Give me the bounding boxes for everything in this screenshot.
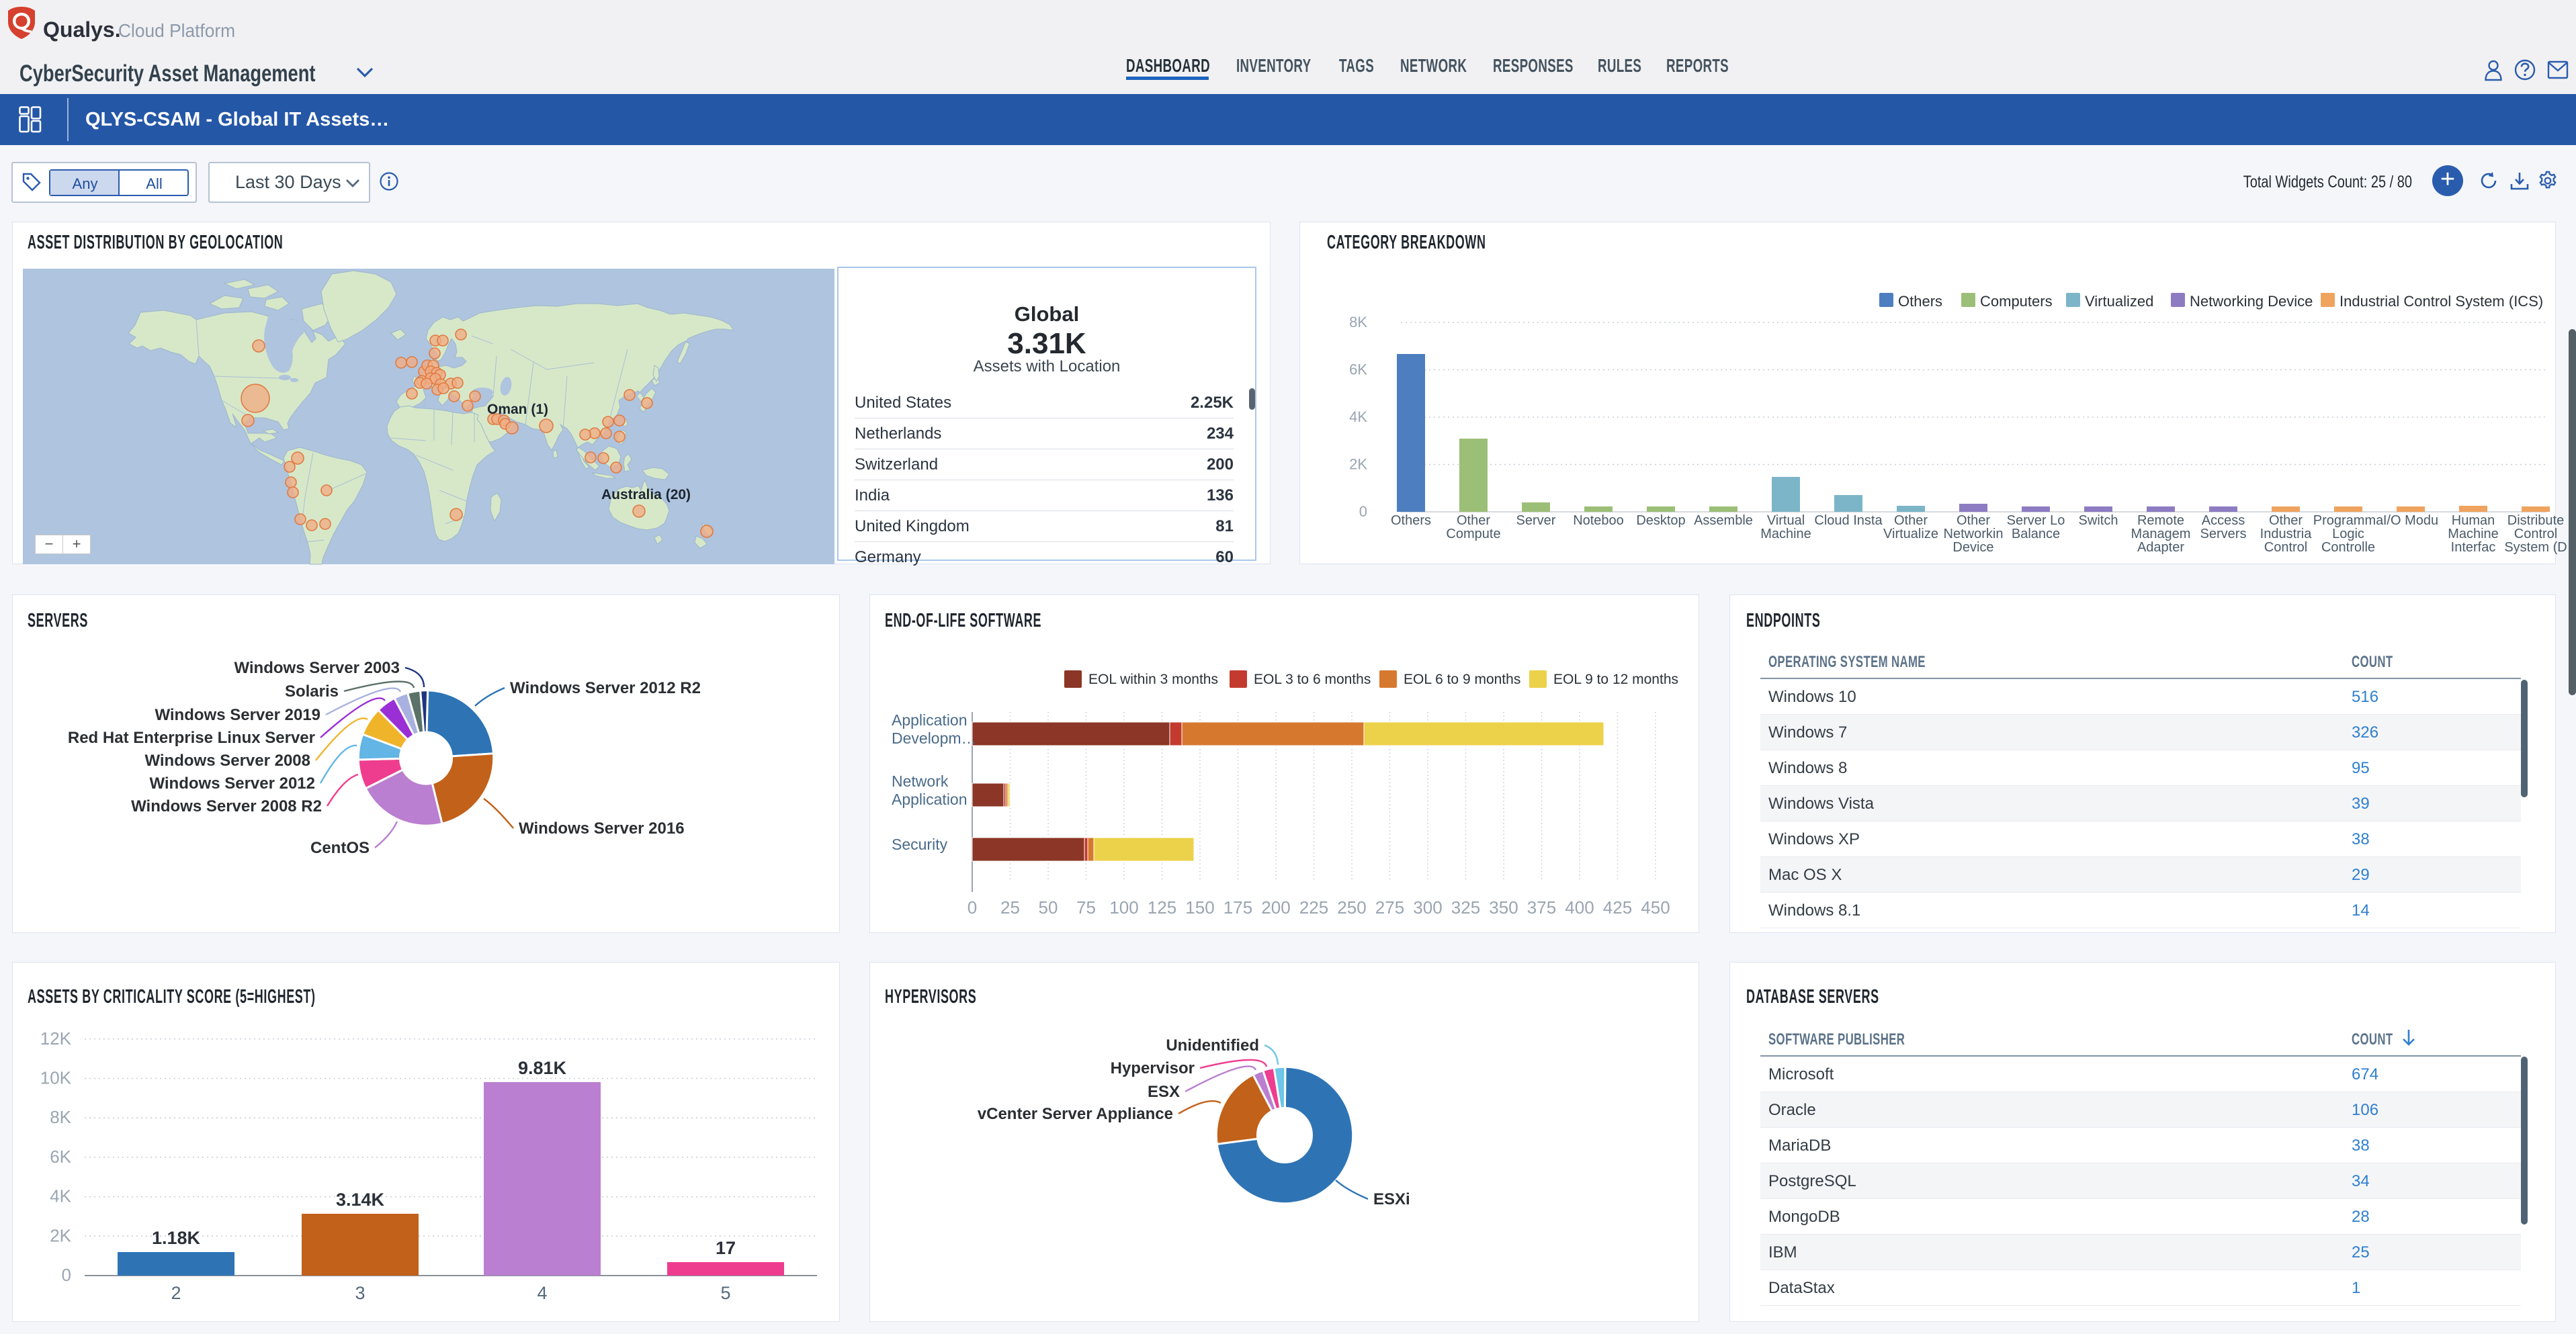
svg-text:ESXi: ESXi <box>1373 1190 1410 1208</box>
svg-text:Compute: Compute <box>1446 527 1500 541</box>
svg-text:Application: Application <box>892 791 968 808</box>
svg-text:Australia (20): Australia (20) <box>601 487 691 502</box>
svg-text:425: 425 <box>1603 897 1632 918</box>
svg-text:Red Hat Enterprise Linux Serve: Red Hat Enterprise Linux Server <box>68 729 315 747</box>
svg-text:Managem: Managem <box>2131 527 2191 541</box>
svg-text:Other: Other <box>1957 513 1990 528</box>
svg-text:Networkin: Networkin <box>1944 527 2004 541</box>
svg-text:Logic: Logic <box>2332 527 2364 541</box>
svg-text:ESX: ESX <box>1148 1083 1180 1101</box>
svg-text:Security: Security <box>892 836 948 853</box>
svg-text:375: 375 <box>1527 897 1556 918</box>
svg-text:Switch: Switch <box>2079 513 2118 528</box>
svg-text:Windows Server 2008: Windows Server 2008 <box>144 752 310 770</box>
svg-text:0: 0 <box>1359 503 1367 520</box>
svg-text:vCenter Server Appliance: vCenter Server Appliance <box>978 1105 1173 1123</box>
svg-text:50: 50 <box>1039 897 1058 918</box>
svg-text:Interfac: Interfac <box>2451 540 2496 555</box>
svg-text:I/O Modu: I/O Modu <box>2383 513 2438 528</box>
svg-text:8K: 8K <box>50 1107 71 1127</box>
svg-text:4K: 4K <box>1349 408 1367 425</box>
svg-text:12K: 12K <box>40 1028 72 1049</box>
svg-text:Windows Server 2019: Windows Server 2019 <box>155 706 320 724</box>
svg-text:175: 175 <box>1223 897 1252 918</box>
svg-text:325: 325 <box>1451 897 1480 918</box>
svg-text:System (D: System (D <box>2504 540 2567 555</box>
svg-text:Industria: Industria <box>2260 527 2313 541</box>
svg-text:Distribute: Distribute <box>2507 513 2564 528</box>
svg-text:Access: Access <box>2202 513 2245 528</box>
svg-text:1.18K: 1.18K <box>152 1228 201 1248</box>
svg-text:Noteboo: Noteboo <box>1573 513 1624 528</box>
svg-text:3: 3 <box>355 1283 365 1303</box>
svg-text:Remote: Remote <box>2137 513 2184 528</box>
svg-text:Device: Device <box>1952 540 1993 555</box>
svg-text:6K: 6K <box>1349 361 1367 378</box>
svg-text:8K: 8K <box>1349 314 1367 330</box>
svg-text:2K: 2K <box>50 1225 71 1245</box>
svg-text:275: 275 <box>1375 897 1404 918</box>
svg-text:200: 200 <box>1261 897 1290 918</box>
svg-text:3.14K: 3.14K <box>336 1190 385 1210</box>
svg-text:Network: Network <box>892 772 949 790</box>
svg-text:5: 5 <box>720 1283 730 1303</box>
svg-text:Other: Other <box>2269 513 2303 528</box>
svg-text:Balance: Balance <box>2012 527 2060 541</box>
svg-text:125: 125 <box>1148 897 1176 918</box>
svg-text:CentOS: CentOS <box>310 839 370 857</box>
svg-text:Human: Human <box>2452 513 2495 528</box>
svg-text:2K: 2K <box>1349 456 1367 473</box>
svg-text:Developm…: Developm… <box>892 729 977 747</box>
svg-text:0: 0 <box>62 1265 71 1285</box>
svg-text:Servers: Servers <box>2200 527 2247 541</box>
svg-text:10K: 10K <box>40 1068 72 1088</box>
svg-text:Windows Server 2012 R2: Windows Server 2012 R2 <box>510 679 701 697</box>
svg-text:Solaris: Solaris <box>285 682 339 701</box>
svg-text:Other: Other <box>1894 513 1928 528</box>
svg-text:Others: Others <box>1391 513 1431 528</box>
svg-text:225: 225 <box>1299 897 1328 918</box>
svg-text:Hypervisor: Hypervisor <box>1111 1059 1195 1077</box>
svg-text:Server: Server <box>1516 513 1556 528</box>
svg-text:17: 17 <box>716 1238 736 1258</box>
svg-text:Other: Other <box>1457 513 1490 528</box>
svg-text:Adapter: Adapter <box>2137 540 2184 555</box>
svg-text:Control: Control <box>2514 527 2557 541</box>
svg-text:Machine: Machine <box>2448 527 2499 541</box>
svg-text:Windows Server 2012: Windows Server 2012 <box>149 774 315 793</box>
svg-text:Server Lo: Server Lo <box>2007 513 2065 528</box>
svg-text:0: 0 <box>968 897 977 918</box>
svg-text:25: 25 <box>1000 897 1020 918</box>
svg-text:Windows Server 2008 R2: Windows Server 2008 R2 <box>131 797 322 815</box>
svg-text:Assemble: Assemble <box>1694 513 1753 528</box>
svg-text:Virtualize: Virtualize <box>1883 527 1938 541</box>
svg-text:Programma: Programma <box>2313 513 2384 528</box>
svg-text:4: 4 <box>537 1283 547 1303</box>
svg-text:Virtual: Virtual <box>1767 513 1805 528</box>
svg-text:Windows Server 2016: Windows Server 2016 <box>519 819 685 838</box>
svg-text:400: 400 <box>1565 897 1594 918</box>
svg-text:Cloud Insta: Cloud Insta <box>1814 513 1883 528</box>
svg-text:250: 250 <box>1337 897 1366 918</box>
svg-text:Unidentified: Unidentified <box>1166 1036 1259 1055</box>
svg-text:Desktop: Desktop <box>1636 513 1685 528</box>
svg-text:450: 450 <box>1641 897 1670 918</box>
svg-text:4K: 4K <box>50 1186 71 1206</box>
svg-text:Oman (1): Oman (1) <box>487 402 548 417</box>
svg-text:2: 2 <box>171 1283 181 1303</box>
svg-text:Controlle: Controlle <box>2321 540 2375 555</box>
svg-text:9.81K: 9.81K <box>518 1058 567 1078</box>
svg-text:350: 350 <box>1489 897 1518 918</box>
svg-text:Control: Control <box>2264 540 2307 555</box>
svg-text:150: 150 <box>1185 897 1214 918</box>
svg-text:Application: Application <box>892 711 968 729</box>
svg-text:Machine: Machine <box>1760 527 1811 541</box>
svg-text:100: 100 <box>1109 897 1138 918</box>
svg-text:75: 75 <box>1076 897 1096 918</box>
svg-text:300: 300 <box>1413 897 1442 918</box>
svg-text:6K: 6K <box>50 1147 71 1167</box>
svg-text:Windows Server 2003: Windows Server 2003 <box>234 659 400 677</box>
